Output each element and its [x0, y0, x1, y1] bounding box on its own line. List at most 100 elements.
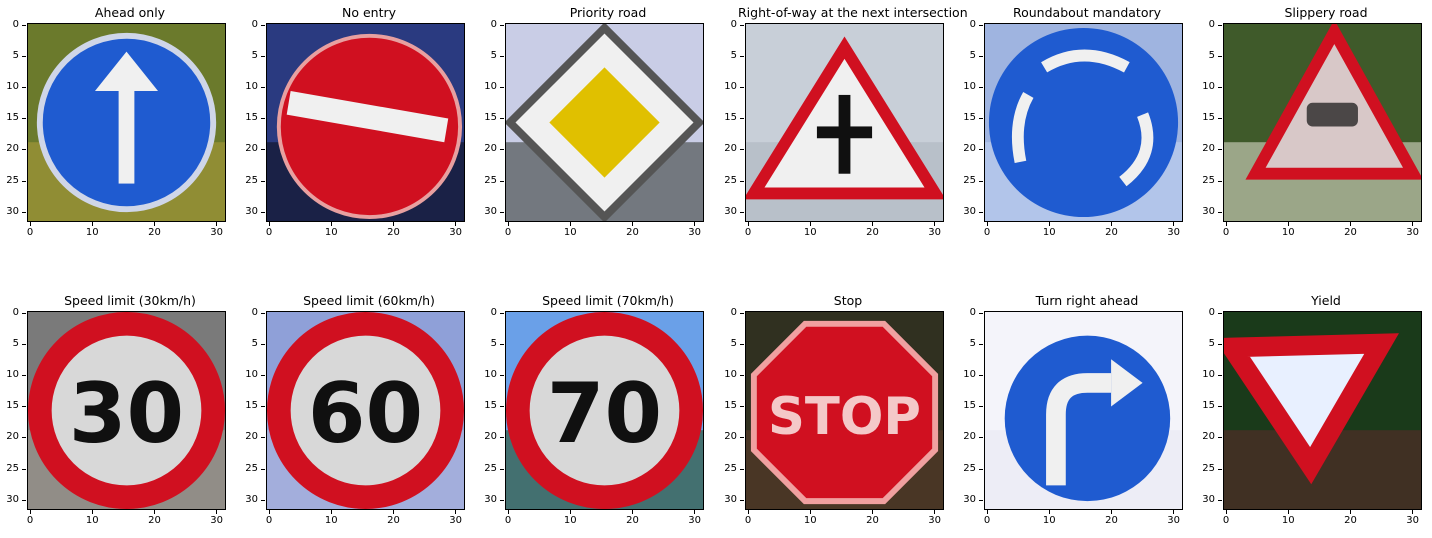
x-tick-label: 30 — [685, 222, 705, 238]
panel-title: Speed limit (60km/h) — [303, 293, 435, 308]
sign-image: STOP — [745, 311, 944, 510]
y-tick-label: 25 — [1197, 175, 1222, 186]
panel-title: No entry — [341, 5, 397, 20]
y-tick-label: 20 — [719, 143, 744, 154]
y-tick-label: 20 — [1197, 143, 1222, 154]
x-tick-label: 20 — [1340, 222, 1360, 238]
y-tick-label: 20 — [958, 143, 983, 154]
x-tick-label: 20 — [862, 222, 882, 238]
sign-image — [27, 23, 226, 222]
panel-title: Turn right ahead — [1035, 293, 1139, 308]
x-tick-label: 30 — [1164, 222, 1184, 238]
panel-title: Roundabout mandatory — [1012, 5, 1162, 20]
x-tick-label: 10 — [1039, 510, 1059, 526]
y-tick-label: 0 — [479, 307, 504, 318]
y-tick-label: 10 — [1197, 369, 1222, 380]
y-tick-label: 0 — [1, 19, 26, 30]
svg-text:60: 60 — [308, 365, 423, 462]
y-tick-label: 15 — [240, 112, 265, 123]
y-tick-label: 5 — [958, 338, 983, 349]
x-tick-label: 30 — [1403, 510, 1423, 526]
y-tick-label: 0 — [719, 307, 744, 318]
x-tick-label: 0 — [20, 510, 40, 526]
x-tick-label: 30 — [1164, 510, 1184, 526]
y-tick-label: 25 — [240, 463, 265, 474]
y-tick-label: 5 — [1197, 338, 1222, 349]
y-tick-label: 25 — [479, 463, 504, 474]
y-tick-label: 30 — [1, 206, 26, 217]
y-tick-label: 20 — [240, 143, 265, 154]
panel-title: Priority road — [569, 5, 647, 20]
y-tick-label: 25 — [719, 175, 744, 186]
sign-panel: Slippery road 0 5 10 15 20 25 30 0 10 20 30 — [1196, 0, 1432, 250]
x-tick-label: 20 — [622, 222, 642, 238]
y-tick-label: 5 — [719, 338, 744, 349]
panel-title: Speed limit (70km/h) — [542, 293, 674, 308]
sign-panel: Right-of-way at the next intersection 0 5… — [718, 0, 967, 250]
y-tick-label: 15 — [240, 400, 265, 411]
x-tick-label: 20 — [622, 510, 642, 526]
y-tick-label: 10 — [1, 369, 26, 380]
y-tick-label: 10 — [1197, 81, 1222, 92]
x-tick-label: 0 — [738, 510, 758, 526]
x-tick-label: 10 — [560, 510, 580, 526]
y-tick-label: 5 — [479, 50, 504, 61]
sign-panel: Turn right ahead 0 5 10 15 20 25 30 0 10 20 30 — [957, 288, 1197, 538]
x-tick-label: 0 — [20, 222, 40, 238]
y-tick-label: 0 — [1, 307, 26, 318]
y-tick-label: 15 — [719, 400, 744, 411]
sign-image: 60 — [266, 311, 465, 510]
sign-panel: Priority road 0 5 10 15 20 25 30 0 10 20 30 — [478, 0, 718, 250]
x-tick-label: 0 — [498, 510, 518, 526]
y-tick-label: 20 — [719, 431, 744, 442]
y-tick-label: 20 — [240, 431, 265, 442]
y-tick-label: 15 — [1197, 112, 1222, 123]
x-tick-label: 10 — [800, 510, 820, 526]
sign-image — [505, 23, 704, 222]
y-tick-label: 10 — [719, 81, 744, 92]
sign-image — [1223, 311, 1422, 510]
x-tick-label: 10 — [321, 222, 341, 238]
y-tick-label: 10 — [240, 369, 265, 380]
y-tick-label: 20 — [1197, 431, 1222, 442]
y-tick-label: 5 — [479, 338, 504, 349]
y-tick-label: 30 — [240, 206, 265, 217]
y-tick-label: 20 — [1, 143, 26, 154]
y-tick-label: 5 — [1197, 50, 1222, 61]
y-tick-label: 5 — [1, 50, 26, 61]
panel-title: Ahead only — [94, 5, 166, 20]
y-tick-label: 15 — [958, 112, 983, 123]
x-tick-label: 0 — [1216, 510, 1236, 526]
y-tick-label: 25 — [479, 175, 504, 186]
y-tick-label: 10 — [240, 81, 265, 92]
x-tick-label: 30 — [925, 510, 945, 526]
y-tick-label: 25 — [719, 463, 744, 474]
x-tick-label: 20 — [144, 222, 164, 238]
sign-image: 70 — [505, 311, 704, 510]
x-tick-label: 30 — [207, 510, 227, 526]
y-tick-label: 5 — [719, 50, 744, 61]
x-tick-label: 30 — [207, 222, 227, 238]
x-tick-label: 0 — [498, 222, 518, 238]
y-tick-label: 30 — [240, 494, 265, 505]
y-tick-label: 30 — [479, 206, 504, 217]
panel-title: Speed limit (30km/h) — [64, 293, 196, 308]
x-tick-label: 10 — [1278, 222, 1298, 238]
y-tick-label: 25 — [1197, 463, 1222, 474]
y-tick-label: 5 — [1, 338, 26, 349]
sign-panel: Ahead only 0 5 10 15 20 25 30 0 10 20 30 — [0, 0, 240, 250]
x-tick-label: 30 — [685, 510, 705, 526]
y-tick-label: 25 — [1, 175, 26, 186]
x-tick-label: 20 — [1101, 510, 1121, 526]
sign-image: 30 — [27, 311, 226, 510]
y-tick-label: 0 — [240, 307, 265, 318]
sign-panel: Speed limit (70km/h) 70 0 5 10 15 20 25 30 0 10 20… — [478, 288, 718, 538]
panel-title: Slippery road — [1284, 5, 1368, 20]
y-tick-label: 5 — [958, 50, 983, 61]
svg-text:70: 70 — [547, 365, 662, 462]
y-tick-label: 15 — [1, 400, 26, 411]
y-tick-label: 0 — [958, 307, 983, 318]
y-tick-label: 15 — [1, 112, 26, 123]
x-tick-label: 0 — [1216, 222, 1236, 238]
y-tick-label: 10 — [958, 369, 983, 380]
